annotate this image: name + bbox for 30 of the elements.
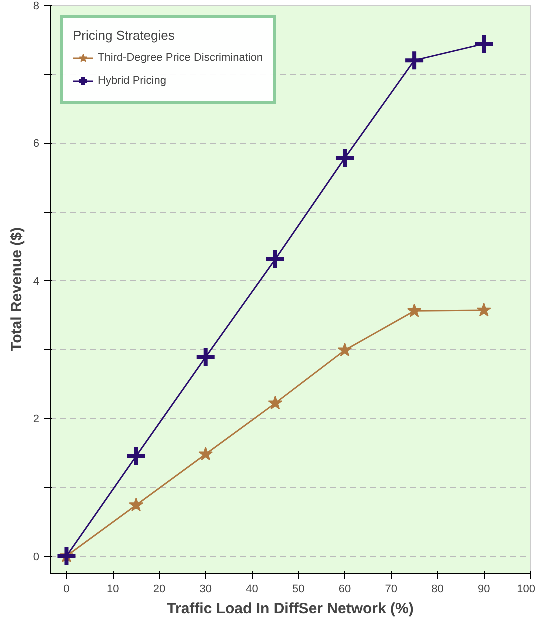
y-tick-label: 2 [33,414,40,426]
y-tick-label: 8 [33,0,40,12]
x-axis-title: Traffic Load In DiffSer Network (%) [167,600,414,618]
x-tick-label: 30 [200,584,212,596]
point [198,446,214,461]
point [407,304,422,318]
point [268,396,283,410]
y-tick-label: 6 [33,138,40,150]
y-tick-label: 4 [33,276,40,288]
x-tick-label: 80 [432,584,444,596]
point [129,498,144,512]
legend-label: Hybrid Pricing [98,75,166,87]
x-tick-label: 90 [478,584,490,596]
point [476,303,492,317]
point [404,50,426,72]
legend-title: Pricing Strategies [73,28,176,43]
point [338,342,352,357]
point [56,545,78,568]
point [194,346,217,368]
x-tick-label: 50 [292,584,305,596]
x-tick-label: 60 [338,584,352,596]
x-tick-label: 70 [385,584,398,596]
x-tick-label: 20 [153,584,166,596]
x-tick-label: 10 [106,584,120,596]
legend-label: Third-Degree Price Discrimination [98,52,264,64]
x-tick-label: 100 [517,584,536,596]
x-tick-label: 40 [246,584,258,596]
y-axis-title: Total Revenue ($) [8,228,26,352]
x-tick-label: 0 [64,584,70,596]
y-tick-label: 0 [33,551,40,564]
